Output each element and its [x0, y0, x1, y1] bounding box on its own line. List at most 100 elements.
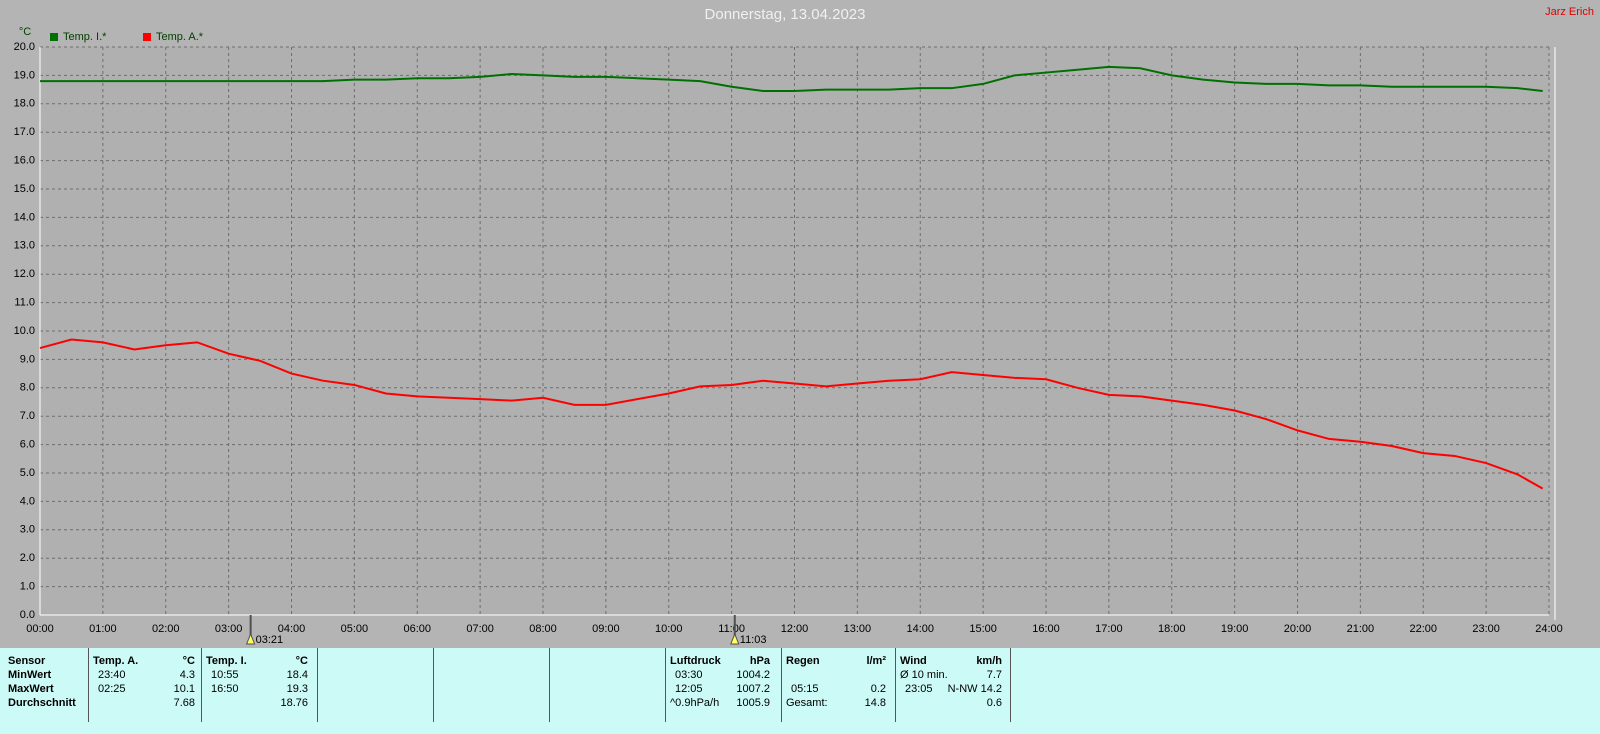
x-tick-label: 18:00: [1158, 623, 1186, 635]
cell: 7.7: [986, 669, 1002, 681]
x-tick-label: 10:00: [655, 623, 683, 635]
x-tick-label: 21:00: [1347, 623, 1375, 635]
y-tick-label: 20.0: [14, 41, 35, 53]
cell: 1005.9: [736, 697, 770, 709]
cell: 14.8: [864, 697, 886, 709]
cell: 19.3: [286, 683, 308, 695]
divider: [433, 648, 434, 722]
cell: 0.6: [986, 697, 1002, 709]
x-tick-label: 23:00: [1472, 623, 1500, 635]
x-tick-label: 17:00: [1095, 623, 1123, 635]
x-tick-label: 09:00: [592, 623, 620, 635]
group-name: Temp. I.: [206, 655, 247, 667]
chart: Donnerstag, 13.04.2023 Jarz Erich °C 0.0…: [14, 6, 1594, 646]
cell: 02:25: [98, 683, 126, 695]
x-tick-label: 05:00: [341, 623, 369, 635]
annotation-icon: [730, 632, 740, 645]
series-line: [40, 65, 1543, 93]
x-tick-label: 04:00: [278, 623, 306, 635]
group-name: Luftdruck: [670, 655, 721, 667]
cell: 23:40: [98, 669, 126, 681]
cell: 23:05: [905, 683, 933, 695]
y-tick-label: 6.0: [20, 439, 35, 451]
y-tick-label: 8.0: [20, 382, 35, 394]
stats-table: Sensor MinWert MaxWert Durchschnitt Temp. A.…: [0, 648, 1600, 734]
y-tick-label: 9.0: [20, 353, 35, 365]
cell: N-NW 14.2: [947, 683, 1002, 695]
y-tick-label: 18.0: [14, 98, 35, 110]
x-tick-label: 20:00: [1284, 623, 1312, 635]
group-name: Wind: [900, 655, 927, 667]
cell: 03:30: [675, 669, 703, 681]
y-tick-label: 19.0: [14, 69, 35, 81]
x-tick-label: 12:00: [781, 623, 809, 635]
chart-title: Donnerstag, 13.04.2023: [705, 6, 866, 23]
x-tick-label: 22:00: [1409, 623, 1437, 635]
x-tick-label: 11:00: [718, 623, 745, 635]
annotation-label: 11:03: [740, 634, 767, 646]
cell: Gesamt:: [786, 697, 828, 709]
cell: Ø 10 min.: [900, 669, 948, 681]
cell: 16:50: [211, 683, 239, 695]
x-tick-label: 03:00: [215, 623, 243, 635]
y-axis-label: °C: [19, 26, 31, 38]
cell: 1004.2: [736, 669, 770, 681]
y-tick-label: 14.0: [14, 211, 35, 223]
x-tick-label: 24:00: [1535, 623, 1563, 635]
legend-label: Temp. I.*: [63, 31, 107, 43]
cell: ^0.9hPa/h: [670, 697, 720, 709]
y-tick-label: 5.0: [20, 467, 35, 479]
y-tick-label: 10.0: [14, 325, 35, 337]
cell: 4.3: [179, 669, 195, 681]
group-name: Regen: [786, 655, 820, 667]
x-tick-label: 14:00: [906, 623, 934, 635]
cell: 18.76: [280, 697, 308, 709]
x-tick-label: 15:00: [969, 623, 997, 635]
y-tick-label: 15.0: [14, 183, 35, 195]
legend-swatch: [143, 33, 151, 41]
x-tick-label: 02:00: [152, 623, 180, 635]
group-unit: km/h: [976, 655, 1002, 667]
series-line: [39, 338, 1544, 490]
divider: [1010, 648, 1011, 722]
divider: [549, 648, 550, 722]
x-tick-label: 16:00: [1032, 623, 1060, 635]
x-tick-label: 08:00: [529, 623, 557, 635]
group-name: Temp. A.: [93, 655, 139, 667]
x-tick-label: 13:00: [844, 623, 872, 635]
row-label: MinWert: [8, 669, 52, 681]
row-label: Sensor: [8, 655, 46, 667]
cell: 10.1: [173, 683, 195, 695]
y-tick-label: 7.0: [20, 410, 35, 422]
x-tick-label: 00:00: [26, 623, 54, 635]
y-tick-label: 1.0: [20, 581, 35, 593]
legend-swatch: [50, 33, 58, 41]
x-tick-label: 07:00: [466, 623, 494, 635]
cell: 05:15: [791, 683, 819, 695]
y-tick-label: 16.0: [14, 155, 35, 167]
x-tick-label: 01:00: [89, 623, 117, 635]
divider: [781, 648, 782, 722]
group-unit: °C: [295, 655, 308, 667]
y-tick-label: 12.0: [14, 268, 35, 280]
group-unit: °C: [182, 655, 195, 667]
y-tick-label: 4.0: [20, 495, 35, 507]
divider: [665, 648, 666, 722]
y-tick-label: 13.0: [14, 240, 35, 252]
cell: 0.2: [870, 683, 886, 695]
cell: 1007.2: [736, 683, 770, 695]
annotation-icon: [245, 632, 256, 645]
x-tick-label: 19:00: [1221, 623, 1249, 635]
cell: 18.4: [286, 669, 308, 681]
y-tick-label: 0.0: [20, 609, 35, 621]
y-tick-label: 17.0: [14, 126, 35, 138]
annotation-label: 03:21: [256, 634, 284, 646]
legend-label: Temp. A.*: [156, 31, 204, 43]
group-unit: hPa: [749, 655, 770, 667]
cell: 10:55: [211, 669, 239, 681]
cell: 7.68: [173, 697, 195, 709]
y-tick-label: 3.0: [20, 524, 35, 536]
divider: [895, 648, 896, 722]
cell: 12:05: [675, 683, 703, 695]
